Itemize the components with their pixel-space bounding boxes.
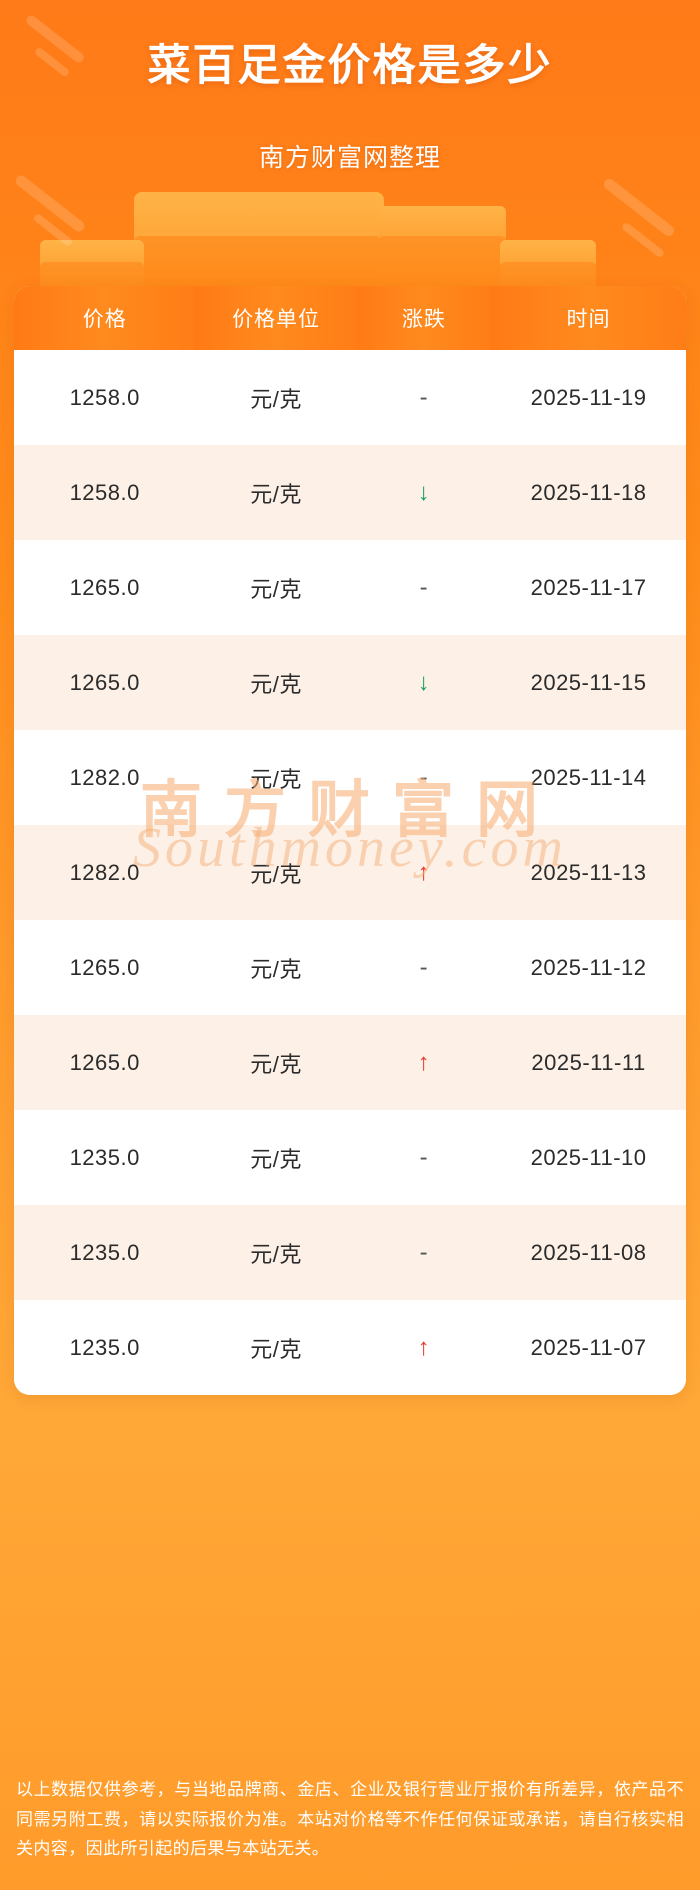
cell-unit: 元/克 [250, 1336, 302, 1362]
cell-price: 1265.0 [69, 954, 140, 980]
cell-change-flat: - [419, 763, 429, 791]
cell-price: 1265.0 [69, 1049, 140, 1075]
page-subtitle: 南方财富网整理 [258, 143, 441, 172]
table-row: 1258.0 元/克 - 2025-11-19 [14, 350, 686, 445]
deco-streak-5 [601, 176, 677, 239]
table-row: 1258.0 元/克 ↓ 2025-11-18 [14, 445, 686, 540]
cell-price: 1235.0 [69, 1334, 140, 1360]
page-title: 菜百足金价格是多少 [147, 42, 553, 90]
price-table-body: 1258.0 元/克 - 2025-11-19 1258.0 元/克 ↓ 2025-11-18… [14, 350, 686, 1395]
cell-unit: 元/克 [250, 671, 302, 697]
cell-change-flat: - [419, 383, 429, 411]
column-header-date: 时间 [491, 286, 686, 350]
cell-unit: 元/克 [250, 481, 302, 507]
table-header-row: 价格 价格单位 涨跌 时间 [14, 286, 686, 350]
cell-unit: 元/克 [250, 386, 302, 412]
disclaimer-text: 以上数据仅供参考，与当地品牌商、金店、企业及银行营业厅报价有所差异，依产品不同需… [16, 1779, 684, 1859]
cell-price: 1235.0 [69, 1144, 140, 1170]
cell-date: 2025-11-17 [530, 574, 647, 600]
table-row: 1265.0 元/克 ↓ 2025-11-15 [14, 635, 686, 730]
cell-unit: 元/克 [250, 1051, 302, 1077]
cell-change-flat: - [419, 573, 429, 601]
cell-unit: 元/克 [250, 1146, 302, 1172]
cell-date: 2025-11-12 [530, 954, 647, 980]
table-row: 1235.0 元/克 - 2025-11-08 [14, 1205, 686, 1300]
column-header-unit: 价格单位 [195, 286, 357, 350]
cell-date: 2025-11-13 [530, 859, 647, 885]
table-row: 1265.0 元/克 ↑ 2025-11-11 [14, 1015, 686, 1110]
price-table-card: 价格 价格单位 涨跌 时间 1258.0 元/克 -2025-11-19 1258.0… [14, 286, 686, 1395]
cell-change-flat: - [419, 953, 429, 981]
cell-change-flat: - [419, 1143, 429, 1171]
cell-price: 1258.0 [69, 384, 140, 410]
cell-unit: 元/克 [250, 956, 302, 982]
table-row: 1282.0 元/克 - 2025-11-14 [14, 730, 686, 825]
cell-price: 1282.0 [69, 859, 140, 885]
cell-unit: 元/克 [250, 1241, 302, 1267]
cell-date: 2025-11-15 [530, 669, 647, 695]
footer-disclaimer: 以上数据仅供参考，与当地品牌商、金店、企业及银行营业厅报价有所差异，依产品不同需… [0, 1753, 700, 1890]
table-row: 1235.0 元/克 - 2025-11-10 [14, 1110, 686, 1205]
cell-price: 1265.0 [69, 574, 140, 600]
cell-date: 2025-11-19 [530, 384, 647, 410]
table-row: 1265.0 元/克 - 2025-11-12 [14, 920, 686, 1015]
price-table: 价格 价格单位 涨跌 时间 1258.0 元/克 -2025-11-19 1258.0… [14, 286, 686, 1395]
cell-unit: 元/克 [250, 861, 302, 887]
cell-date: 2025-11-18 [530, 479, 647, 505]
cell-price: 1258.0 [69, 479, 140, 505]
cell-price: 1282.0 [69, 764, 140, 790]
table-row: 1265.0 元/克 - 2025-11-17 [14, 540, 686, 635]
arrow-down-icon: ↓ [417, 668, 431, 696]
page-header: 菜百足金价格是多少 南方财富网整理 [0, 0, 700, 174]
cell-date: 2025-11-11 [531, 1049, 646, 1075]
arrow-down-icon: ↓ [417, 478, 431, 506]
cell-date: 2025-11-08 [530, 1239, 647, 1265]
table-row: 1235.0 元/克 ↑ 2025-11-07 [14, 1300, 686, 1395]
arrow-up-icon: ↑ [417, 1048, 431, 1076]
cell-price: 1235.0 [69, 1239, 140, 1265]
table-row: 1282.0 元/克 ↑ 2025-11-13 [14, 825, 686, 920]
cell-price: 1265.0 [69, 669, 140, 695]
arrow-up-icon: ↑ [417, 1333, 431, 1361]
cell-unit: 元/克 [250, 766, 302, 792]
cell-date: 2025-11-14 [530, 764, 647, 790]
column-header-change: 涨跌 [356, 286, 492, 350]
column-header-price: 价格 [14, 286, 196, 350]
cell-unit: 元/克 [250, 576, 302, 602]
arrow-up-icon: ↑ [417, 858, 431, 886]
cell-date: 2025-11-07 [530, 1334, 647, 1360]
cell-change-flat: - [419, 1238, 429, 1266]
cell-date: 2025-11-10 [530, 1144, 647, 1170]
price-table-header: 价格 价格单位 涨跌 时间 [14, 286, 686, 350]
